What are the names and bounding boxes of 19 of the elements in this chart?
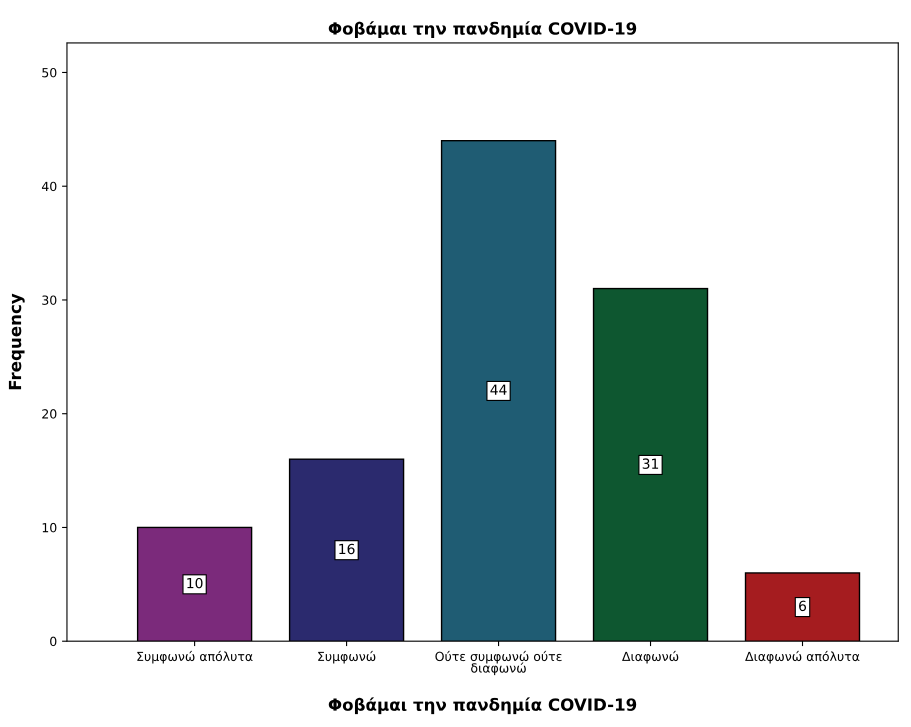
x-axis-title: Φοβάμαι την πανδημία COVID-19 xyxy=(328,697,636,714)
x-tick-label: Συμφωνώ xyxy=(318,650,376,664)
data-label: 44 xyxy=(490,384,507,395)
chart-title: Φοβάμαι την πανδημία COVID-19 xyxy=(328,21,636,38)
data-label: 6 xyxy=(799,600,806,612)
y-tick-label: 30 xyxy=(42,295,56,305)
y-tick-label: 40 xyxy=(42,182,56,192)
x-tick-label: Συμφωνώ απόλυτα xyxy=(137,650,253,664)
y-tick-label: 50 xyxy=(42,68,56,78)
x-tick-label: Διαφωνώ xyxy=(622,650,678,664)
y-tick-label: 10 xyxy=(42,522,56,532)
data-label: 31 xyxy=(642,458,658,469)
x-tick-label: Διαφωνώ απόλυτα xyxy=(745,650,860,664)
data-label: 10 xyxy=(187,578,203,588)
y-tick-label: 0 xyxy=(50,636,56,646)
y-tick-label: 20 xyxy=(42,409,56,419)
y-axis-title: Frequency xyxy=(8,294,25,390)
x-tick-label: Ούτε συμφωνώ ούτε διαφωνώ xyxy=(435,650,562,676)
data-label: 16 xyxy=(339,544,355,554)
